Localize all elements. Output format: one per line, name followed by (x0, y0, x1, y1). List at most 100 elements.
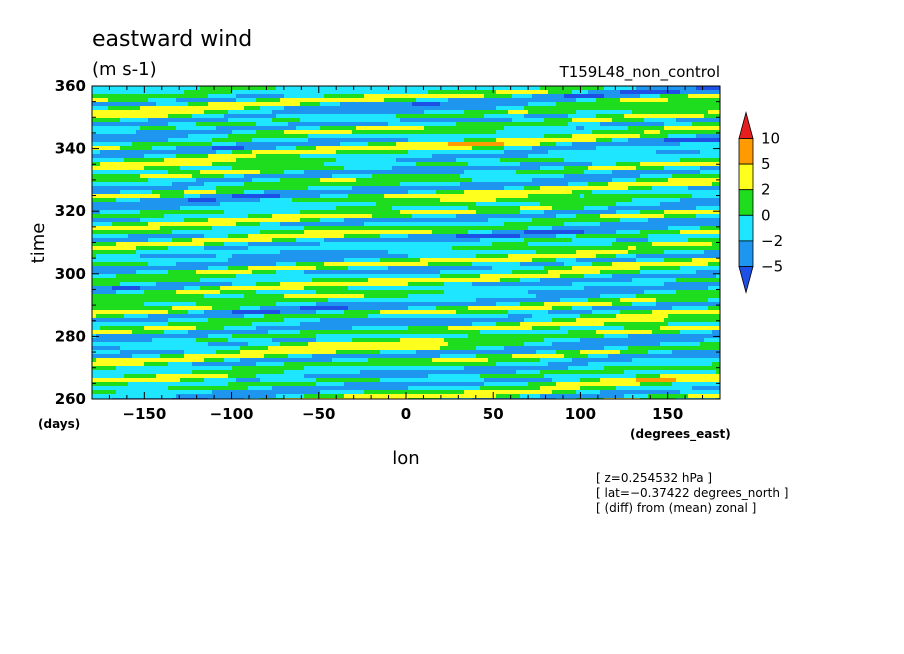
field-cell (644, 130, 649, 135)
field-cell (644, 126, 649, 131)
field-cell (440, 146, 445, 151)
field-cell (436, 194, 441, 199)
field-cell (368, 90, 373, 95)
field-cell (180, 190, 185, 195)
field-cell (180, 202, 185, 207)
field-cell (360, 166, 365, 171)
field-cell (352, 118, 357, 123)
field-cell (252, 166, 257, 171)
field-cell (136, 94, 141, 99)
field-cell (408, 198, 413, 203)
field-cell (588, 118, 593, 123)
field-cell (248, 210, 253, 215)
field-cell (436, 178, 441, 183)
field-cell (632, 106, 637, 111)
field-cell (148, 158, 153, 163)
field-cell (220, 154, 225, 159)
field-cell (180, 198, 185, 203)
field-cell (184, 178, 189, 183)
field-cell (420, 154, 425, 159)
field-cell (216, 122, 221, 127)
field-cell (688, 118, 693, 123)
field-cell (252, 90, 257, 95)
field-cell (664, 138, 669, 143)
field-cell (168, 138, 173, 143)
field-cell (412, 150, 417, 155)
field-cell (708, 110, 713, 115)
field-cell (192, 206, 197, 211)
field-cell (376, 162, 381, 167)
field-cell (372, 146, 377, 151)
field-cell (564, 174, 569, 179)
field-cell (504, 210, 509, 215)
field-cell (356, 170, 361, 175)
field-cell (192, 186, 197, 191)
field-cell (308, 102, 313, 107)
field-cell (464, 198, 469, 203)
field-cell (236, 130, 241, 135)
field-cell (692, 158, 697, 163)
field-cell (472, 86, 477, 91)
field-cell (192, 122, 197, 127)
field-cell (476, 166, 481, 171)
field-cell (332, 190, 337, 195)
field-cell (596, 178, 601, 183)
field-cell (436, 202, 441, 207)
field-cell (212, 138, 217, 143)
field-cell (96, 198, 101, 203)
field-cell (644, 162, 649, 167)
field-cell (268, 186, 273, 191)
field-cell (548, 202, 553, 207)
field-cell (100, 98, 105, 103)
field-cell (612, 118, 617, 123)
field-cell (288, 106, 293, 111)
field-cell (324, 106, 329, 111)
field-cell (388, 162, 393, 167)
field-cell (340, 122, 345, 127)
field-cell (600, 166, 605, 171)
field-cell (472, 170, 477, 175)
field-cell (440, 190, 445, 195)
field-cell (216, 190, 221, 195)
field-cell (288, 142, 293, 147)
field-cell (456, 94, 461, 99)
field-cell (376, 198, 381, 203)
field-cell (568, 130, 573, 135)
field-cell (300, 210, 305, 215)
field-cell (456, 142, 461, 147)
field-cell (96, 154, 101, 159)
field-cell (552, 194, 557, 199)
field-cell (524, 118, 529, 123)
field-cell (468, 146, 473, 151)
field-cell (712, 134, 717, 139)
field-cell (696, 198, 701, 203)
field-cell (404, 126, 409, 131)
field-cell (144, 202, 149, 207)
field-cell (304, 170, 309, 175)
field-cell (640, 94, 645, 99)
field-cell (700, 174, 705, 179)
field-cell (440, 138, 445, 143)
field-cell (136, 150, 141, 155)
field-cell (696, 122, 701, 127)
field-cell (284, 114, 289, 119)
field-cell (224, 86, 229, 91)
field-cell (384, 126, 389, 131)
field-cell (376, 138, 381, 143)
field-cell (268, 126, 273, 131)
field-cell (632, 174, 637, 179)
field-cell (344, 206, 349, 211)
field-cell (596, 106, 601, 111)
field-cell (456, 170, 461, 175)
field-cell (444, 202, 449, 207)
field-cell (348, 90, 353, 95)
field-cell (704, 130, 709, 135)
field-cell (588, 86, 593, 91)
field-cell (396, 86, 401, 91)
field-cell (640, 158, 645, 163)
field-cell (584, 194, 589, 199)
field-cell (632, 198, 637, 203)
field-cell (408, 142, 413, 147)
field-cell (452, 202, 457, 207)
field-cell (320, 146, 325, 151)
